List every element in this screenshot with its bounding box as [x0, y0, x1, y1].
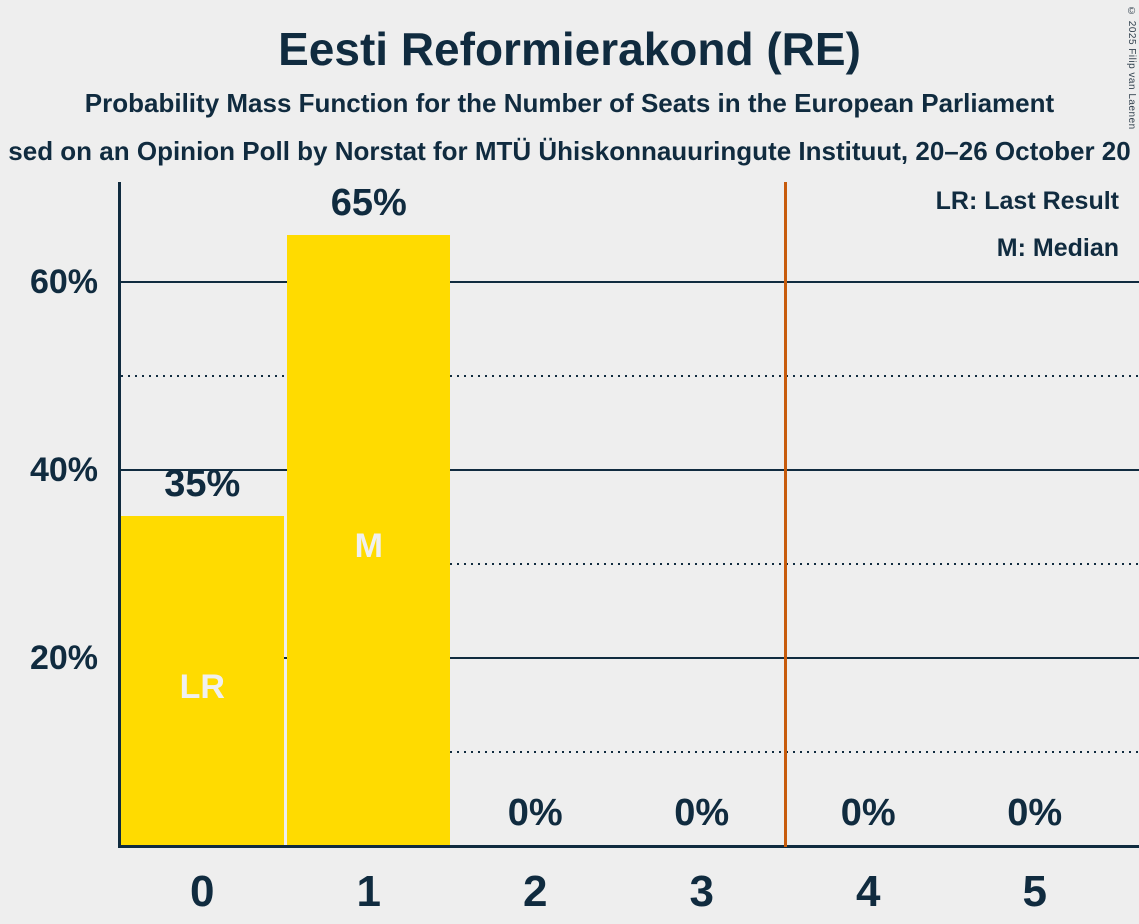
x-tick-label-2: 2	[523, 867, 548, 916]
chart-subtitle-source: sed on an Opinion Poll by Norstat for MT…	[8, 136, 1131, 166]
copyright-notice: © 2025 Filip van Laenen	[1126, 6, 1137, 130]
bar-seats-0	[120, 516, 284, 845]
x-tick-label-5: 5	[1022, 867, 1047, 916]
gridline-dotted-50	[121, 375, 1139, 377]
chart-title: Eesti Reformierakond (RE)	[278, 23, 861, 75]
y-tick-label-20: 20%	[29, 638, 98, 677]
threshold-line	[783, 182, 787, 847]
y-tick-label-60: 60%	[29, 263, 98, 302]
gridline-solid-60	[121, 281, 1139, 284]
x-tick-label-3: 3	[689, 867, 714, 916]
y-axis-line	[118, 182, 121, 848]
y-tick-label-40: 40%	[29, 450, 98, 489]
value-label-seats-1: 65%	[330, 181, 407, 224]
chart-subtitle: Probability Mass Function for the Number…	[84, 88, 1055, 118]
value-label-seats-3: 0%	[674, 792, 730, 834]
legend-median: M: Median	[996, 234, 1119, 262]
value-label-seats-2: 0%	[507, 792, 563, 834]
bar-annotation-m: M	[354, 526, 383, 565]
gridline-dotted-10	[121, 750, 1139, 753]
value-label-seats-0: 35%	[164, 463, 241, 506]
legend-last-result: LR: Last Result	[935, 187, 1119, 215]
value-label-seats-4: 0%	[840, 792, 896, 834]
bar-annotation-lr: LR	[179, 667, 225, 706]
x-axis-line	[118, 845, 1139, 848]
value-label-seats-5: 0%	[1007, 792, 1063, 834]
gridline-solid-20	[121, 656, 1139, 659]
gridline-solid-40	[121, 468, 1139, 471]
gridline-dotted-30	[121, 562, 1139, 565]
bar-seats-1	[287, 234, 450, 845]
x-tick-label-4: 4	[856, 867, 881, 916]
x-tick-label-1: 1	[356, 867, 381, 916]
x-tick-label-0: 0	[190, 867, 215, 916]
